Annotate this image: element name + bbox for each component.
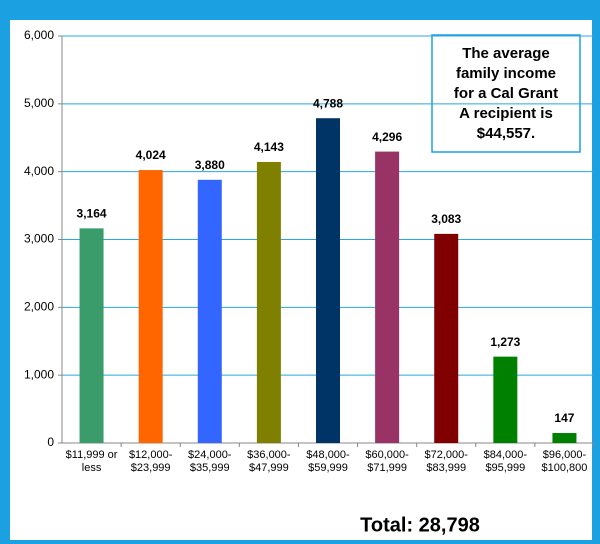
x-tick-label: $11,999 or bbox=[66, 449, 118, 461]
x-tick-label: $23,999 bbox=[131, 462, 171, 474]
value-label: 3,880 bbox=[195, 158, 225, 172]
x-tick-label: $12,000- bbox=[129, 449, 173, 461]
x-tick-label: $24,000- bbox=[188, 449, 232, 461]
x-tick-label: less bbox=[82, 462, 102, 474]
x-tick-label: $36,000- bbox=[247, 449, 291, 461]
bar bbox=[197, 179, 222, 443]
bar bbox=[552, 433, 577, 443]
x-tick-label: $47,999 bbox=[249, 462, 289, 474]
annotation-box bbox=[431, 34, 581, 153]
bar bbox=[493, 356, 518, 443]
value-label: 4,296 bbox=[372, 130, 402, 144]
bar bbox=[375, 151, 400, 443]
bar bbox=[79, 228, 104, 443]
value-label: 3,083 bbox=[431, 212, 461, 226]
value-label: 4,143 bbox=[254, 140, 284, 154]
x-tick-label: $84,000- bbox=[484, 449, 528, 461]
bar bbox=[256, 161, 281, 444]
bar bbox=[138, 170, 163, 443]
y-tick-label: 4,000 bbox=[24, 164, 54, 178]
x-tick-label: $96,000- bbox=[543, 449, 587, 461]
x-tick-label: $60,000- bbox=[365, 449, 409, 461]
y-tick-label: 2,000 bbox=[24, 300, 54, 314]
annotation-text: for a Cal Grant bbox=[454, 85, 558, 102]
value-label: 3,164 bbox=[77, 207, 107, 221]
x-tick-label: $35,999 bbox=[190, 462, 230, 474]
value-label: 4,788 bbox=[313, 96, 343, 110]
x-tick-label: $100,800 bbox=[541, 462, 587, 474]
bar bbox=[434, 233, 459, 443]
y-tick-label: 6,000 bbox=[24, 28, 54, 42]
y-tick-label: 3,000 bbox=[24, 232, 54, 246]
value-label: 4,024 bbox=[136, 148, 166, 162]
bar bbox=[316, 118, 340, 444]
y-tick-label: 5,000 bbox=[24, 96, 54, 110]
annotation-text: $44,557. bbox=[477, 125, 535, 142]
y-tick-label: 1,000 bbox=[24, 367, 54, 381]
value-label: 147 bbox=[554, 411, 574, 425]
x-tick-label: $72,000- bbox=[425, 449, 469, 461]
x-tick-label: $95,999 bbox=[485, 462, 525, 474]
x-tick-label: $59,999 bbox=[308, 462, 348, 474]
annotation-text: family income bbox=[456, 65, 556, 82]
value-label: 1,273 bbox=[490, 335, 520, 349]
y-tick-label: 0 bbox=[47, 435, 54, 449]
x-tick-label: $71,999 bbox=[367, 462, 407, 474]
total-label: Total: 28,798 bbox=[360, 514, 480, 536]
annotation-text: A recipient is bbox=[459, 105, 553, 122]
x-tick-label: $83,999 bbox=[426, 462, 466, 474]
annotation-text: The average bbox=[462, 45, 550, 62]
x-tick-label: $48,000- bbox=[306, 449, 350, 461]
